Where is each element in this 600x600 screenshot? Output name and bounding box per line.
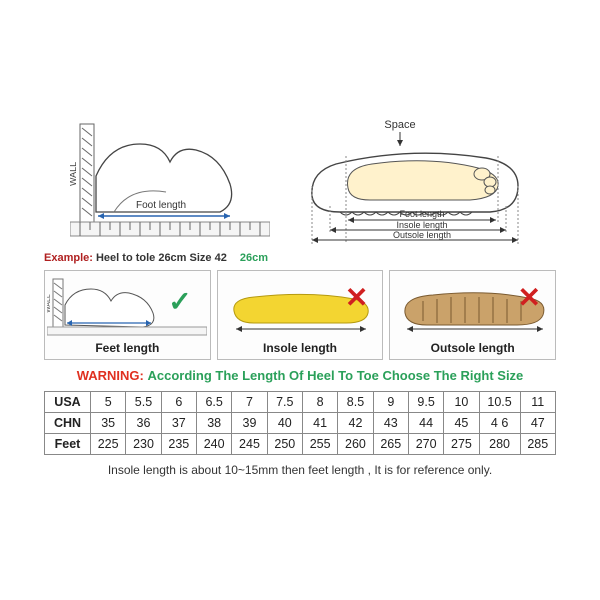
example-text: Heel to tole 26cm Size 42 bbox=[96, 252, 227, 264]
size-guide-card: WALL bbox=[30, 106, 570, 495]
size-cell: 6 bbox=[161, 391, 196, 412]
space-label: Space bbox=[384, 119, 415, 131]
svg-text:WALL: WALL bbox=[47, 294, 52, 313]
row-head: CHN bbox=[45, 412, 91, 433]
size-cell: 8.5 bbox=[338, 391, 373, 412]
three-method-boxes: WALL ✓ Feet length ✕ Insole length bbox=[44, 270, 556, 360]
foot-ruler-svg: WALL bbox=[70, 116, 270, 246]
shoe-svg: Space bbox=[300, 116, 530, 246]
size-cell: 47 bbox=[520, 412, 555, 433]
size-cell: 245 bbox=[232, 433, 267, 454]
size-cell: 40 bbox=[267, 412, 302, 433]
size-cell: 7.5 bbox=[267, 391, 302, 412]
size-cell: 235 bbox=[161, 433, 196, 454]
size-cell: 280 bbox=[479, 433, 520, 454]
outsole-length-label: Outsole length bbox=[393, 230, 451, 240]
size-cell: 43 bbox=[373, 412, 408, 433]
footnote: Insole length is about 10~15mm then feet… bbox=[44, 463, 556, 477]
size-cell: 5 bbox=[91, 391, 126, 412]
size-cell: 225 bbox=[91, 433, 126, 454]
foot-on-ruler-diagram: WALL bbox=[70, 116, 270, 246]
insole-length-label: Insole length bbox=[396, 220, 447, 230]
x-icon: ✕ bbox=[345, 281, 368, 314]
size-cell: 270 bbox=[408, 433, 443, 454]
size-cell: 240 bbox=[196, 433, 231, 454]
size-cell: 10 bbox=[444, 391, 479, 412]
size-cell: 11 bbox=[520, 391, 555, 412]
size-cell: 41 bbox=[302, 412, 337, 433]
size-cell: 6.5 bbox=[196, 391, 231, 412]
box-caption-1: Feet length bbox=[95, 341, 159, 355]
size-cell: 8 bbox=[302, 391, 337, 412]
box-outsole-length: ✕ Outsole length bbox=[389, 270, 556, 360]
size-cell: 35 bbox=[91, 412, 126, 433]
check-icon: ✓ bbox=[168, 285, 191, 318]
size-cell: 230 bbox=[126, 433, 161, 454]
size-cell: 250 bbox=[267, 433, 302, 454]
size-cell: 4 6 bbox=[479, 412, 520, 433]
size-table: USA55.566.577.588.599.51010.511CHN353637… bbox=[44, 391, 556, 455]
wall-label: WALL bbox=[70, 161, 78, 185]
box-caption-3: Outsole length bbox=[431, 341, 515, 355]
top-diagrams-row: WALL bbox=[44, 116, 556, 246]
size-cell: 255 bbox=[302, 433, 337, 454]
size-cell: 37 bbox=[161, 412, 196, 433]
table-row: USA55.566.577.588.599.51010.511 bbox=[45, 391, 556, 412]
shoe-cutaway-diagram: Space bbox=[300, 116, 530, 246]
size-cell: 9 bbox=[373, 391, 408, 412]
size-cell: 260 bbox=[338, 433, 373, 454]
warning-line: WARNING: According The Length Of Heel To… bbox=[44, 368, 556, 383]
size-cell: 9.5 bbox=[408, 391, 443, 412]
example-line: Example: Heel to tole 26cm Size 42 26cm bbox=[44, 252, 556, 264]
size-cell: 285 bbox=[520, 433, 555, 454]
size-cell: 7 bbox=[232, 391, 267, 412]
warning-text: According The Length Of Heel To Toe Choo… bbox=[147, 368, 523, 383]
size-cell: 36 bbox=[126, 412, 161, 433]
box-insole-length: ✕ Insole length bbox=[217, 270, 384, 360]
size-cell: 265 bbox=[373, 433, 408, 454]
box-feet-length: WALL ✓ Feet length bbox=[44, 270, 211, 360]
example-measure: 26cm bbox=[240, 252, 268, 264]
foot-length-label-left: Foot length bbox=[136, 200, 186, 211]
size-cell: 44 bbox=[408, 412, 443, 433]
size-cell: 275 bbox=[444, 433, 479, 454]
example-label: Example: bbox=[44, 252, 93, 264]
row-head: Feet bbox=[45, 433, 91, 454]
x-icon: ✕ bbox=[518, 281, 541, 314]
table-row: Feet225230235240245250255260265270275280… bbox=[45, 433, 556, 454]
size-cell: 10.5 bbox=[479, 391, 520, 412]
size-cell: 5.5 bbox=[126, 391, 161, 412]
size-cell: 38 bbox=[196, 412, 231, 433]
size-cell: 45 bbox=[444, 412, 479, 433]
size-cell: 42 bbox=[338, 412, 373, 433]
foot-length-label-right: Foot length bbox=[399, 209, 444, 219]
row-head: USA bbox=[45, 391, 91, 412]
size-cell: 39 bbox=[232, 412, 267, 433]
box-caption-2: Insole length bbox=[263, 341, 337, 355]
table-row: CHN35363738394041424344454 647 bbox=[45, 412, 556, 433]
warning-label: WARNING: bbox=[77, 368, 144, 383]
